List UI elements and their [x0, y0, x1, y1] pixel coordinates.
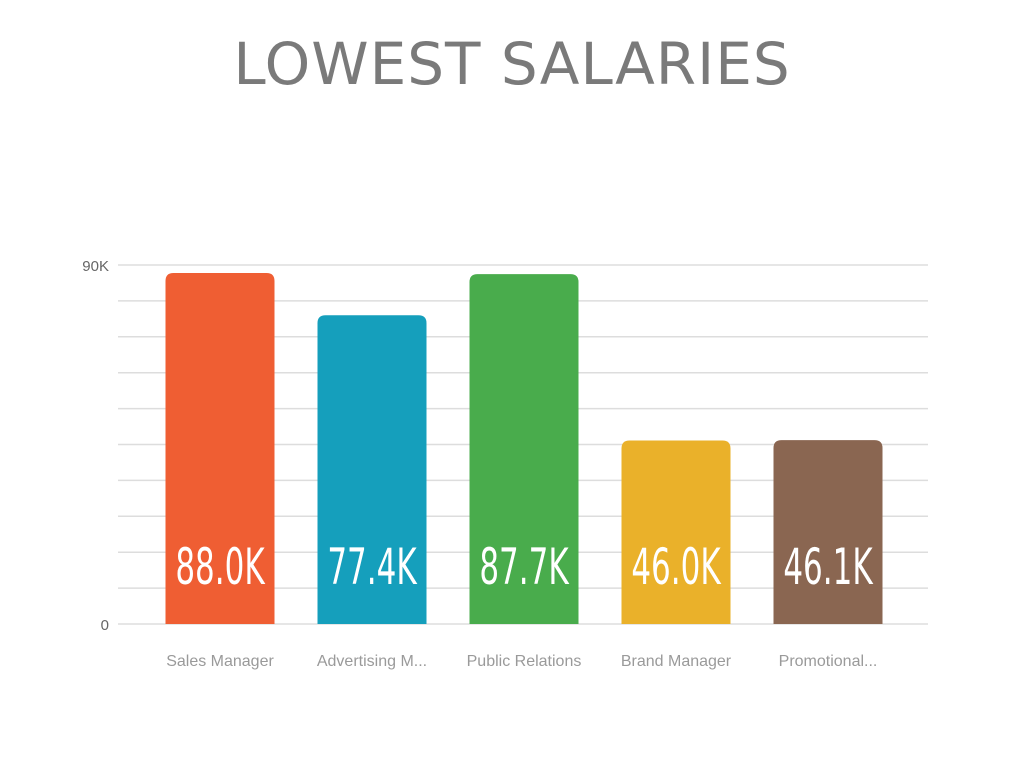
category-label: Sales Manager — [166, 653, 274, 670]
y-axis-ticks: 0 90K — [82, 258, 109, 634]
bar-value-label: 77.4K — [327, 537, 418, 596]
bar — [469, 274, 579, 624]
category-label: Advertising M... — [317, 653, 427, 670]
y-tick-label: 0 — [101, 617, 109, 634]
bars — [165, 272, 883, 624]
bar-value-labels: 88.0K 77.4K 87.7K 46.0K 46.1K — [175, 537, 874, 596]
bar-value-label: 46.0K — [631, 537, 722, 596]
category-labels: Sales Manager Advertising M... Public Rela… — [166, 653, 877, 670]
y-tick-label: 90K — [82, 258, 109, 275]
chart-title: LOWEST SALARIES — [233, 30, 791, 98]
bar — [317, 315, 427, 624]
bar-value-label: 88.0K — [175, 537, 266, 596]
category-label: Promotional... — [779, 653, 878, 670]
category-label: Brand Manager — [621, 653, 732, 670]
bar — [773, 440, 883, 624]
bar — [621, 440, 731, 624]
bar-value-label: 46.1K — [783, 537, 874, 596]
bar — [165, 272, 275, 624]
category-label: Public Relations — [467, 653, 582, 670]
bar-value-label: 87.7K — [479, 537, 570, 596]
